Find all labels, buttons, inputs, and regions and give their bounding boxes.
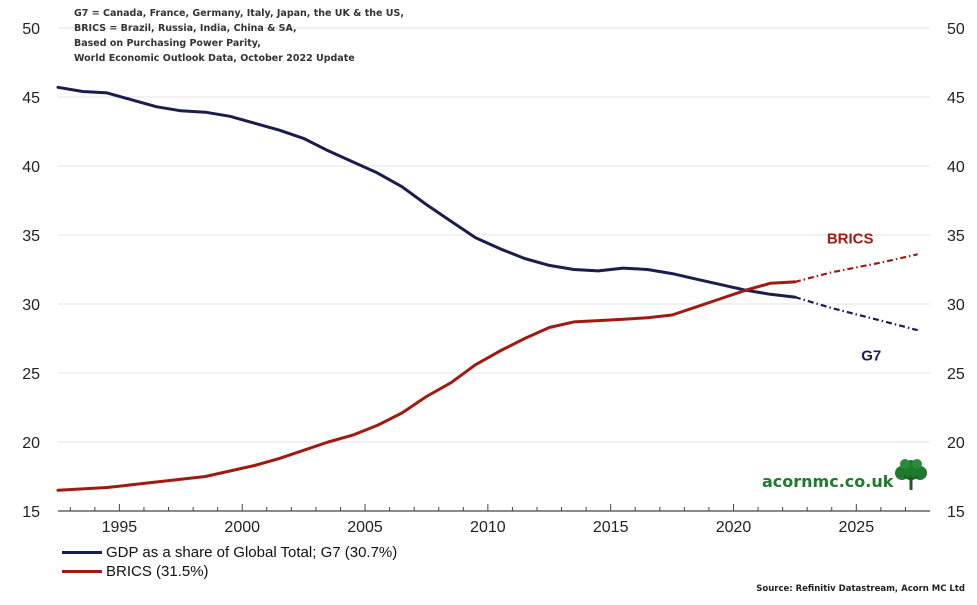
x-tick-label-2005: 2005 <box>347 519 383 536</box>
note-brics-definition: BRICS = Brazil, Russia, India, China & S… <box>74 23 297 34</box>
y-tick-label-left-20: 20 <box>22 435 40 452</box>
series-line-brics <box>56 280 797 492</box>
series-line-g7 <box>56 85 797 299</box>
projection-line-g7 <box>794 296 918 332</box>
note-data-source: World Economic Outlook Data, October 202… <box>74 53 355 64</box>
y-tick-label-left-50: 50 <box>22 21 40 38</box>
note-ppp-basis: Based on Purchasing Power Parity, <box>74 38 261 49</box>
legend-label-brics: BRICS (31.5%) <box>106 563 209 580</box>
y-tick-label-right-35: 35 <box>947 228 965 245</box>
y-tick-label-right-20: 20 <box>947 435 965 452</box>
y-tick-label-left-45: 45 <box>22 90 40 107</box>
y-tick-label-left-35: 35 <box>22 228 40 245</box>
x-tick-label-2010: 2010 <box>470 519 506 536</box>
y-axis-right: 15 20 25 30 35 40 45 50 <box>947 21 965 521</box>
projection-line-brics <box>794 253 918 283</box>
annotation-brics: BRICS <box>827 230 874 247</box>
y-tick-label-left-25: 25 <box>22 366 40 383</box>
y-tick-label-right-50: 50 <box>947 21 965 38</box>
x-tick-label-2025: 2025 <box>839 519 875 536</box>
tree-logo-icon <box>895 459 927 490</box>
y-tick-label-right-40: 40 <box>947 159 965 176</box>
y-tick-label-left-40: 40 <box>22 159 40 176</box>
annotation-g7: G7 <box>861 348 881 365</box>
y-axis-left: 15 20 25 30 35 40 45 50 <box>22 21 40 521</box>
note-g7-definition: G7 = Canada, France, Germany, Italy, Jap… <box>74 8 404 19</box>
x-axis: 1995 2000 2005 2010 2015 2020 2025 <box>58 504 930 536</box>
y-tick-label-right-15: 15 <box>947 504 965 521</box>
brand-watermark: acornmc.co.uk <box>762 472 894 491</box>
x-tick-label-1995: 1995 <box>102 519 138 536</box>
x-tick-label-2015: 2015 <box>593 519 629 536</box>
source-credit: Source: Refinitiv Datastream, Acorn MC L… <box>756 584 965 594</box>
legend-swatch-brics <box>62 570 102 573</box>
legend-item-g7: GDP as a share of Global Total; G7 (30.7… <box>62 543 397 562</box>
legend: GDP as a share of Global Total; G7 (30.7… <box>62 543 397 581</box>
y-tick-label-left-30: 30 <box>22 297 40 314</box>
series-lines <box>56 85 918 492</box>
y-tick-label-right-45: 45 <box>947 90 965 107</box>
legend-swatch-g7 <box>62 551 102 554</box>
x-tick-label-2000: 2000 <box>224 519 260 536</box>
legend-item-brics: BRICS (31.5%) <box>62 562 397 581</box>
y-tick-label-right-30: 30 <box>947 297 965 314</box>
legend-label-g7: GDP as a share of Global Total; G7 (30.7… <box>106 544 398 561</box>
y-tick-label-right-25: 25 <box>947 366 965 383</box>
gridlines <box>58 27 930 443</box>
chart-notes: G7 = Canada, France, Germany, Italy, Jap… <box>74 6 404 66</box>
y-tick-label-left-15: 15 <box>22 504 40 521</box>
x-tick-label-2020: 2020 <box>716 519 752 536</box>
